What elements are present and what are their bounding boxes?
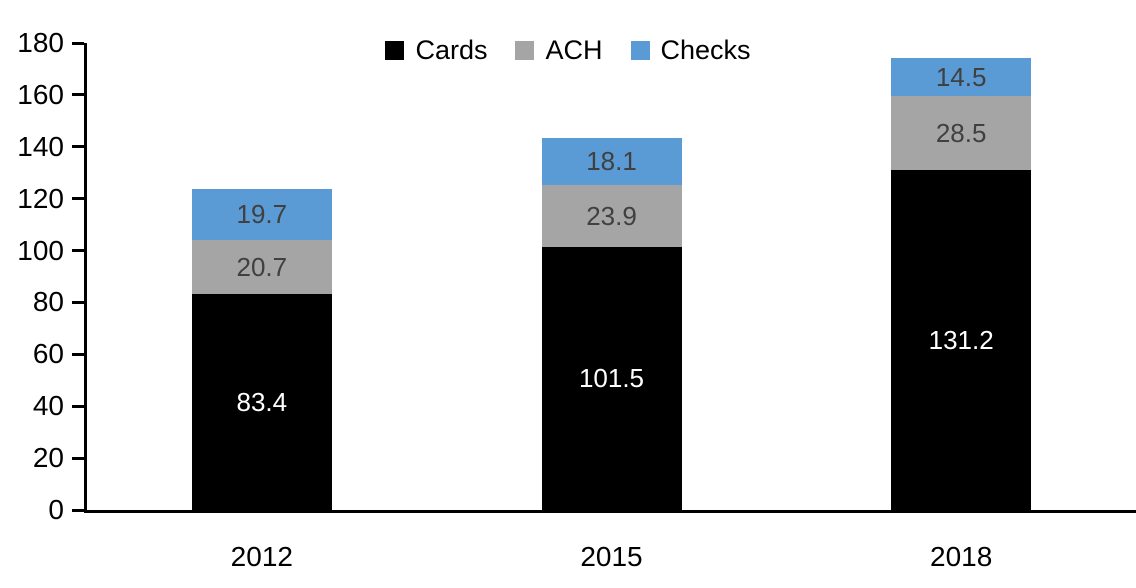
- bar-value-label: 28.5: [935, 117, 987, 148]
- y-axis-tick: [72, 404, 84, 408]
- y-axis-tick: [72, 41, 84, 45]
- y-axis-tick-label: 20: [32, 442, 64, 474]
- plot-area: [84, 43, 1136, 513]
- bar-value-label: 83.4: [236, 386, 288, 417]
- chart-legend: Cards ACH Checks: [0, 37, 1136, 64]
- bar-value-label: 14.5: [935, 61, 987, 92]
- y-axis-tick-label: 0: [48, 494, 64, 525]
- y-axis-tick-label: 80: [32, 286, 64, 318]
- bar-segment-checks-2018: 14.5: [891, 58, 1032, 96]
- y-axis-tick: [72, 300, 84, 304]
- y-axis-tick: [72, 456, 84, 460]
- legend-swatch-cards: [385, 41, 405, 60]
- legend-swatch-ach: [515, 41, 535, 60]
- y-axis-tick-label: 180: [17, 27, 64, 58]
- bar-value-label: 131.2: [928, 324, 994, 355]
- bar-segment-cards-2018: 131.2: [891, 169, 1032, 510]
- y-axis-tick-label: 40: [32, 390, 64, 422]
- legend-item-cards: Cards: [385, 37, 487, 64]
- x-axis-category-label: 2012: [230, 541, 293, 572]
- bar-segment-cards-2012: 83.4: [191, 293, 332, 510]
- x-axis-category-label: 2018: [930, 541, 993, 572]
- y-axis-tick: [72, 93, 84, 97]
- bar-segment-ach-2012: 20.7: [191, 239, 332, 294]
- y-axis-tick-label: 160: [17, 78, 64, 110]
- bar-segment-checks-2012: 19.7: [191, 188, 332, 240]
- legend-label-checks: Checks: [660, 35, 751, 65]
- bar-value-label: 18.1: [586, 146, 637, 177]
- y-axis-tick-label: 100: [17, 234, 64, 266]
- bar-value-label: 20.7: [236, 251, 288, 282]
- legend-label-cards: Cards: [415, 35, 488, 65]
- bar-segment-checks-2015: 18.1: [541, 137, 682, 185]
- bar-value-label: 19.7: [236, 199, 288, 230]
- y-axis-tick: [72, 352, 84, 356]
- y-axis-tick: [72, 145, 84, 149]
- legend-item-ach: ACH: [515, 35, 603, 65]
- legend-label-ach: ACH: [545, 35, 603, 65]
- y-axis-tick-label: 60: [32, 338, 64, 370]
- y-axis-tick-label: 120: [17, 182, 64, 214]
- y-axis-tick: [72, 197, 84, 201]
- y-axis-tick: [72, 508, 84, 512]
- bar-segment-ach-2015: 23.9: [541, 184, 682, 247]
- bar-segment-ach-2018: 28.5: [891, 95, 1032, 170]
- x-axis-category-label: 2015: [580, 541, 643, 572]
- legend-swatch-checks: [630, 41, 650, 60]
- bar-value-label: 23.9: [586, 200, 637, 231]
- legend-item-checks: Checks: [630, 35, 751, 65]
- bar-segment-cards-2015: 101.5: [541, 246, 682, 510]
- y-axis-tick: [72, 249, 84, 253]
- y-axis-tick-label: 140: [17, 130, 64, 162]
- bar-value-label: 101.5: [578, 363, 645, 394]
